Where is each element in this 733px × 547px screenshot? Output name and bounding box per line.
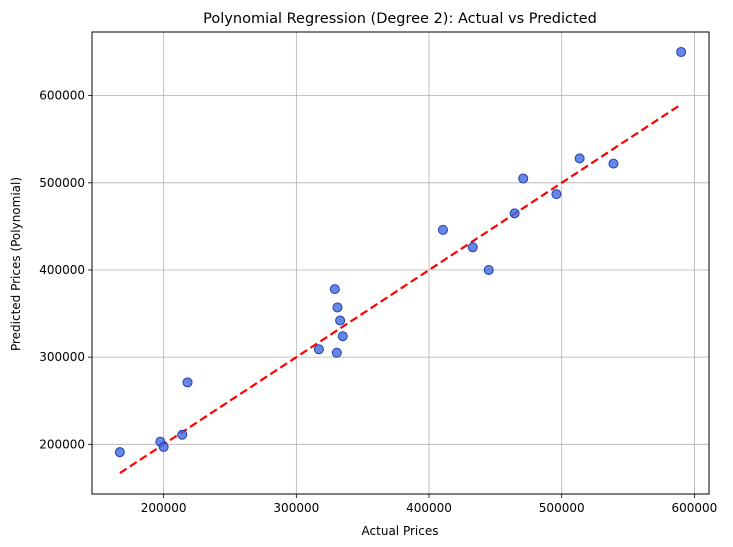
y-tick-label: 600000 <box>39 89 85 103</box>
plot-area-frame <box>91 31 710 495</box>
y-tick-label: 500000 <box>39 176 85 190</box>
data-point <box>608 158 619 169</box>
y-axis-label: Predicted Prices (Polynomial) <box>9 177 23 351</box>
x-axis-label: Actual Prices <box>362 524 439 538</box>
x-tick-label: 600000 <box>671 501 717 515</box>
y-tick-label: 200000 <box>39 437 85 451</box>
data-point <box>332 302 343 313</box>
data-point <box>331 347 342 358</box>
data-point <box>158 441 169 452</box>
reference-line-layer <box>119 103 682 474</box>
data-point <box>177 429 188 440</box>
data-point <box>329 284 340 295</box>
data-point <box>574 153 585 164</box>
data-point <box>114 447 125 458</box>
x-tick-label: 200000 <box>141 501 187 515</box>
data-point <box>182 377 193 388</box>
reference-line <box>119 103 682 474</box>
grid <box>92 32 709 494</box>
y-axis-ticks: 200000 300000 400000 500000 600000 <box>39 89 92 451</box>
data-point <box>335 315 346 326</box>
data-point <box>467 242 478 253</box>
data-point <box>437 224 448 235</box>
data-point <box>337 331 348 342</box>
data-point <box>551 189 562 200</box>
data-point <box>518 173 529 184</box>
y-tick-label: 400000 <box>39 263 85 277</box>
data-point <box>509 208 520 219</box>
x-tick-label: 300000 <box>273 501 319 515</box>
x-tick-label: 500000 <box>539 501 585 515</box>
y-tick-label: 300000 <box>39 350 85 364</box>
x-axis-ticks: 200000 300000 400000 500000 600000 <box>141 494 717 515</box>
data-points <box>114 47 687 458</box>
data-point <box>313 344 324 355</box>
x-tick-label: 400000 <box>406 501 452 515</box>
data-point <box>483 264 494 275</box>
data-point <box>676 47 687 58</box>
chart-title: Polynomial Regression (Degree 2): Actual… <box>203 11 597 27</box>
